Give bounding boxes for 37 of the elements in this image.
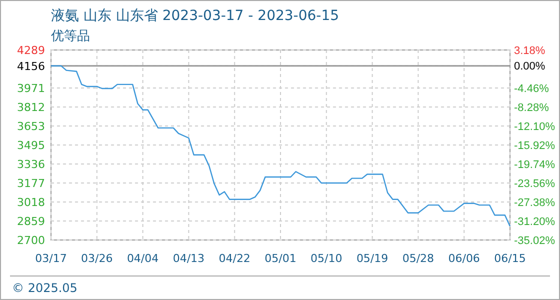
x-tick-label: 04/04 xyxy=(126,252,159,265)
y2-tick-label: -31.20% xyxy=(514,216,556,228)
y2-tick-label: 3.18% xyxy=(514,44,546,57)
y-tick-label: 2700 xyxy=(17,234,45,247)
y2-tick-label: -12.10% xyxy=(514,120,556,133)
y2-tick-label: -23.56% xyxy=(514,178,556,190)
y-tick-label: 3812 xyxy=(17,100,45,114)
y2-tick-label: -35.02% xyxy=(514,234,556,247)
y2-tick-label: -15.92% xyxy=(514,140,556,152)
x-tick-label: 06/15 xyxy=(494,252,526,265)
y-tick-label: 3018 xyxy=(17,196,45,209)
y-tick-label: 3177 xyxy=(17,176,45,190)
y2-tick-label: -4.46% xyxy=(514,82,550,95)
x-tick-label: 04/22 xyxy=(218,252,250,265)
x-tick-label: 05/28 xyxy=(402,252,434,265)
y-tick-label: 2859 xyxy=(17,214,45,228)
x-tick-label: 05/01 xyxy=(264,252,296,265)
line-series xyxy=(50,65,511,227)
x-tick-label: 03/17 xyxy=(35,252,67,265)
y2-tick-label: -27.38% xyxy=(514,196,556,209)
x-tick-label: 05/19 xyxy=(356,252,388,265)
chart-title: 液氨 山东 山东省 2023-03-17 - 2023-06-15 xyxy=(51,8,340,24)
chart-subtitle: 优等品 xyxy=(51,29,90,44)
x-tick-label: 05/10 xyxy=(310,252,342,265)
y2-tick-label: 0.00% xyxy=(514,60,546,73)
x-tick-label: 03/26 xyxy=(81,252,113,265)
y-tick-label: 4156 xyxy=(17,60,45,73)
y2-tick-label: -19.74% xyxy=(514,158,556,171)
y-tick-label: 3971 xyxy=(17,82,45,95)
y-tick-label: 3336 xyxy=(17,158,45,171)
text: © 2025.05 xyxy=(12,281,78,295)
y-tick-label: 3495 xyxy=(17,138,45,152)
y-tick-label: 3653 xyxy=(17,120,45,133)
x-tick-label: 06/06 xyxy=(448,252,480,265)
y-tick-label: 4289 xyxy=(17,44,45,57)
y2-tick-label: -8.28% xyxy=(514,102,550,114)
x-tick-label: 04/13 xyxy=(172,252,205,265)
